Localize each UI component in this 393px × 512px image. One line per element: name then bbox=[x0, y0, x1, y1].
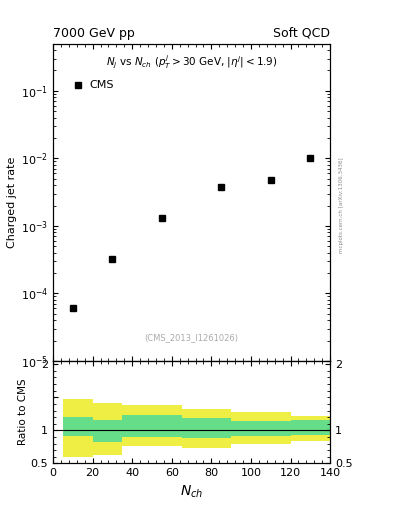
X-axis label: $N_{ch}$: $N_{ch}$ bbox=[180, 484, 203, 500]
Text: mcplots.cern.ch [arXiv:1306.3436]: mcplots.cern.ch [arXiv:1306.3436] bbox=[339, 157, 344, 252]
Y-axis label: Charged jet rate: Charged jet rate bbox=[7, 157, 17, 248]
Text: Soft QCD: Soft QCD bbox=[273, 27, 330, 40]
Text: $N_j$ vs $N_{ch}$ ($p_T^j$$>$30 GeV, $|\eta^j|$$<$1.9): $N_j$ vs $N_{ch}$ ($p_T^j$$>$30 GeV, $|\… bbox=[106, 53, 277, 71]
Y-axis label: Ratio to CMS: Ratio to CMS bbox=[18, 379, 28, 445]
Text: 7000 GeV pp: 7000 GeV pp bbox=[53, 27, 135, 40]
Text: (CMS_2013_I1261026): (CMS_2013_I1261026) bbox=[145, 333, 239, 342]
Text: CMS: CMS bbox=[89, 80, 114, 90]
